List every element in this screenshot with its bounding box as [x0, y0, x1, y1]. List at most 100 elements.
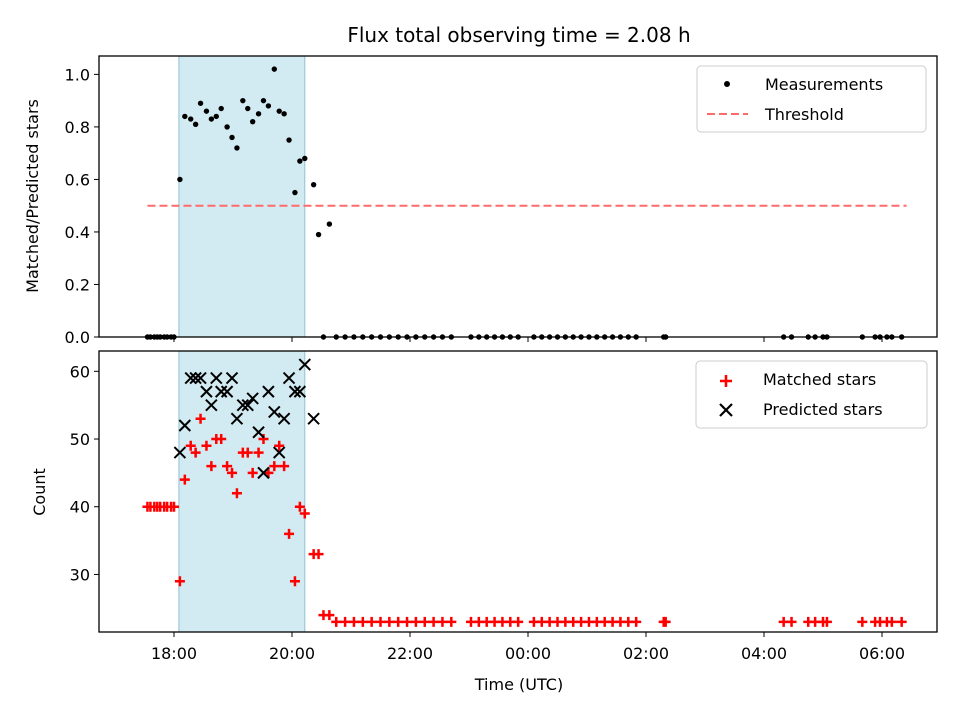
matched-star-point: [410, 616, 421, 627]
matched-star-point: [174, 576, 185, 587]
matched-star-point: [279, 461, 290, 472]
measurement-point: [240, 97, 246, 104]
matched-star-point: [437, 616, 448, 627]
measurement-point: [188, 116, 194, 122]
predicted-star-point: [252, 426, 265, 439]
bottom-legend: Matched stars Predicted stars: [695, 360, 928, 429]
matched-star-point: [289, 576, 300, 587]
bot-y-tick-label: 60: [70, 362, 90, 381]
predicted-star-point: [225, 371, 239, 385]
measurement-point: [297, 158, 303, 164]
predicted-star-point: [246, 392, 259, 405]
predicted-star-point: [307, 412, 320, 425]
legend-measurements-label: Measurements: [765, 75, 883, 94]
x-tick-label: 04:00: [741, 644, 787, 663]
matched-star-point: [185, 440, 196, 451]
bot-y-tick-label: 40: [70, 498, 90, 517]
measurement-point: [310, 181, 317, 188]
measurement-point: [218, 105, 224, 112]
top-y-tick-label: 0.6: [65, 170, 90, 189]
predicted-star-point: [241, 398, 254, 412]
x-tick-label: 22:00: [387, 644, 433, 663]
x-tick-label: 18:00: [151, 644, 197, 663]
matched-star-point: [857, 616, 868, 627]
predicted-star-point: [189, 371, 202, 385]
matched-star-point: [195, 413, 206, 424]
x-tick-label: 02:00: [623, 644, 669, 663]
top-y-tick-label: 0.2: [65, 275, 90, 294]
x-tick-label: 06:00: [859, 644, 905, 663]
measurement-point: [260, 97, 267, 104]
measurement-point: [265, 103, 272, 109]
top-axes-frame: [98, 55, 938, 338]
matched-star-point: [786, 616, 797, 627]
predicted-star-point: [194, 371, 207, 385]
measurement-point: [203, 108, 210, 114]
matched-star-point: [513, 616, 524, 627]
measurement-point: [276, 108, 282, 114]
matched-star-point: [896, 616, 907, 627]
predicted-star-point: [298, 358, 311, 371]
measurement-point: [182, 113, 188, 120]
matched-star-point: [258, 434, 269, 445]
bottom-shaded-region: [178, 350, 306, 633]
legend-predicted-label: Predicted stars: [763, 400, 883, 419]
predicted-star-point: [293, 385, 307, 398]
measurement-point: [249, 118, 256, 125]
matched-star-point: [631, 616, 642, 627]
measurement-point: [208, 116, 215, 122]
measurement-point: [326, 221, 333, 227]
top-legend: Measurements Threshold: [696, 65, 927, 133]
predicted-star-point: [220, 385, 234, 398]
matched-star-point: [222, 461, 233, 472]
predicted-star-point: [262, 385, 275, 398]
matched-star-point: [348, 616, 359, 627]
matched-star-point: [299, 508, 310, 519]
top-y-tick-label: 0.0: [65, 328, 90, 347]
legend-measurements-marker: [724, 81, 730, 87]
measurement-point: [213, 113, 219, 120]
matched-star-point: [169, 501, 179, 512]
predicted-star-point: [236, 398, 250, 412]
matched-star-point: [294, 501, 305, 512]
bottom-y-ticks: 30 40 50 60: [70, 362, 99, 584]
measurement-point: [245, 105, 251, 112]
measurement-point: [315, 231, 322, 238]
matched-star-point: [231, 488, 242, 499]
top-panel: 0.0 0.2 0.4 0.6 0.8 1.0 Matched/Predicted sta…: [23, 55, 938, 347]
top-legend-box: [696, 65, 927, 133]
matched-star-point: [313, 549, 324, 560]
matched-star-point: [179, 474, 190, 485]
matched-star-point: [357, 616, 368, 627]
predicted-star-point: [230, 412, 244, 425]
matched-star-point: [206, 461, 217, 472]
top-y-tick-label: 1.0: [65, 65, 90, 84]
matched-star-point: [253, 447, 264, 458]
measurement-point: [281, 111, 287, 117]
matched-star-point: [269, 461, 280, 472]
chart-title: Flux total observing time = 2.08 h: [347, 23, 690, 47]
predicted-star-point: [214, 385, 228, 398]
matched-star-point: [190, 447, 201, 458]
x-tick-label: 00:00: [505, 644, 551, 663]
top-x-ticks: [173, 337, 883, 342]
matched-star-point: [375, 616, 386, 627]
measurement-point: [229, 134, 235, 141]
top-y-axis-label: Matched/Predicted stars: [23, 99, 42, 293]
matched-star-point: [227, 467, 238, 478]
legend-threshold-label: Threshold: [764, 105, 844, 124]
matched-star-point: [340, 616, 351, 627]
predicted-star-point: [205, 398, 218, 412]
predicted-star-point: [178, 419, 192, 432]
predicted-star-point: [173, 446, 187, 459]
bottom-panel: 30 40 50 60 18:00 20:00 22:00 00:00 02:00 04:00 0…: [30, 350, 938, 694]
measurement-point: [292, 189, 298, 196]
matched-star-point: [284, 528, 295, 539]
measurement-point: [302, 155, 308, 162]
matched-star-point: [384, 616, 395, 627]
measurement-point: [271, 66, 277, 72]
predicted-star-point: [282, 371, 296, 385]
bottom-legend-box: [695, 360, 928, 429]
bottom-plot-marks: [142, 358, 907, 627]
